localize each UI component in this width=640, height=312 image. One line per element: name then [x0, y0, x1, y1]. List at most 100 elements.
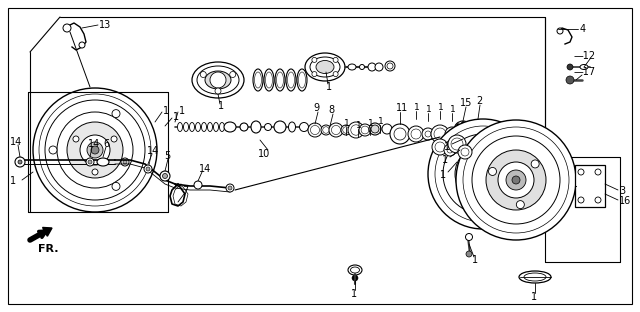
Circle shape	[456, 120, 576, 240]
Circle shape	[498, 162, 534, 198]
Ellipse shape	[207, 123, 212, 131]
Text: 1: 1	[531, 292, 537, 302]
Circle shape	[160, 171, 170, 181]
Circle shape	[431, 125, 449, 143]
Ellipse shape	[192, 62, 244, 98]
Circle shape	[144, 165, 152, 173]
Circle shape	[67, 122, 123, 178]
Ellipse shape	[387, 63, 393, 69]
Text: 1: 1	[351, 289, 357, 299]
Ellipse shape	[275, 69, 285, 91]
Ellipse shape	[264, 124, 271, 130]
Ellipse shape	[264, 69, 274, 91]
Circle shape	[454, 129, 458, 131]
Circle shape	[474, 123, 482, 131]
Text: 9: 9	[313, 103, 319, 113]
Circle shape	[595, 169, 601, 175]
Circle shape	[18, 160, 22, 164]
Ellipse shape	[382, 124, 392, 134]
Circle shape	[461, 121, 465, 124]
Ellipse shape	[316, 61, 334, 74]
Circle shape	[467, 134, 470, 136]
Circle shape	[57, 112, 133, 188]
Ellipse shape	[197, 66, 239, 94]
Ellipse shape	[177, 123, 182, 131]
Circle shape	[121, 158, 129, 166]
Ellipse shape	[359, 124, 371, 136]
Text: 1: 1	[438, 104, 444, 113]
Circle shape	[333, 71, 338, 76]
Circle shape	[394, 128, 406, 140]
Ellipse shape	[266, 72, 273, 88]
Ellipse shape	[348, 265, 362, 275]
Circle shape	[578, 169, 584, 175]
Ellipse shape	[300, 123, 308, 131]
Ellipse shape	[184, 123, 189, 131]
Circle shape	[455, 146, 511, 202]
Circle shape	[475, 166, 491, 182]
Text: 1: 1	[472, 255, 478, 265]
Text: 14: 14	[199, 164, 211, 174]
Text: 7: 7	[182, 186, 188, 196]
Circle shape	[123, 160, 127, 164]
Circle shape	[63, 24, 71, 32]
Ellipse shape	[580, 65, 588, 70]
Circle shape	[499, 159, 506, 167]
Ellipse shape	[220, 123, 225, 131]
Circle shape	[111, 136, 117, 142]
Text: 8: 8	[328, 105, 334, 115]
Circle shape	[91, 146, 99, 154]
Text: 1: 1	[173, 112, 179, 122]
Text: 11: 11	[396, 103, 408, 113]
Ellipse shape	[298, 72, 305, 88]
Circle shape	[49, 146, 57, 154]
Text: 4: 4	[580, 24, 586, 34]
Text: 1: 1	[163, 106, 169, 116]
Text: 1: 1	[179, 106, 185, 116]
Ellipse shape	[385, 61, 395, 71]
Ellipse shape	[274, 121, 286, 133]
Ellipse shape	[240, 123, 248, 131]
Text: 1: 1	[344, 119, 349, 129]
Circle shape	[467, 158, 499, 190]
Ellipse shape	[361, 126, 369, 134]
Circle shape	[460, 159, 467, 167]
Ellipse shape	[524, 273, 546, 281]
Ellipse shape	[519, 271, 551, 283]
Circle shape	[451, 138, 463, 150]
Ellipse shape	[253, 69, 263, 91]
Ellipse shape	[214, 123, 218, 131]
Ellipse shape	[371, 125, 379, 133]
Ellipse shape	[348, 122, 364, 138]
Ellipse shape	[323, 127, 329, 133]
Circle shape	[467, 124, 470, 127]
Circle shape	[146, 167, 150, 171]
Text: 1: 1	[218, 101, 224, 111]
Ellipse shape	[470, 120, 486, 134]
Ellipse shape	[329, 123, 343, 137]
Circle shape	[411, 129, 421, 139]
Circle shape	[458, 125, 468, 135]
Circle shape	[112, 183, 120, 190]
Text: 6: 6	[103, 139, 109, 149]
Circle shape	[408, 126, 424, 142]
Text: 3: 3	[619, 186, 625, 196]
Circle shape	[595, 197, 601, 203]
Ellipse shape	[351, 125, 361, 135]
Polygon shape	[43, 227, 52, 236]
Circle shape	[92, 169, 98, 175]
Circle shape	[226, 184, 234, 192]
Circle shape	[87, 142, 103, 158]
Circle shape	[531, 160, 539, 168]
Circle shape	[516, 201, 524, 209]
Ellipse shape	[343, 127, 349, 133]
Ellipse shape	[348, 64, 356, 70]
Circle shape	[432, 139, 448, 155]
Ellipse shape	[297, 69, 307, 91]
Circle shape	[215, 88, 221, 94]
Text: 2: 2	[476, 96, 483, 106]
Text: 5: 5	[164, 151, 170, 161]
Ellipse shape	[251, 121, 261, 133]
Circle shape	[333, 57, 338, 62]
Circle shape	[230, 71, 236, 77]
